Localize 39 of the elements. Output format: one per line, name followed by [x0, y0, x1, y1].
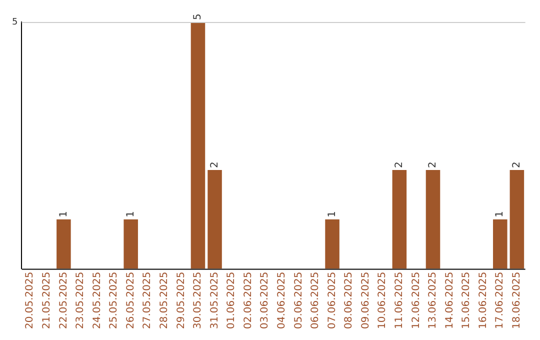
x-tick-label: 07.06.2025 — [326, 272, 338, 330]
x-tick-label: 03.06.2025 — [260, 272, 271, 330]
x-tick-label: 18.06.2025 — [512, 272, 523, 330]
x-tick-label: 23.05.2025 — [75, 272, 86, 330]
data-label: 5 — [192, 14, 204, 20]
data-label: 2 — [428, 162, 439, 168]
x-tick-label: 29.05.2025 — [176, 272, 187, 330]
x-tick-label: 02.06.2025 — [242, 272, 254, 330]
x-tick-label: 04.06.2025 — [276, 272, 288, 330]
x-tick-label: 06.06.2025 — [310, 272, 322, 330]
x-tick-label: 05.06.2025 — [293, 272, 304, 330]
x-tick-label: 25.05.2025 — [108, 272, 120, 330]
x-tick-label: 10.06.2025 — [377, 272, 388, 330]
x-tick-label: 08.06.2025 — [344, 272, 355, 330]
x-tick-label: 16.06.2025 — [478, 272, 489, 330]
x-tick-label: 01.06.2025 — [226, 272, 238, 330]
x-tick-label: 15.06.2025 — [461, 272, 472, 330]
x-tick-label: 20.05.2025 — [24, 272, 36, 330]
x-tick-label: 12.06.2025 — [410, 272, 422, 330]
x-tick-label: 28.05.2025 — [159, 272, 170, 330]
x-tick-label: 27.05.2025 — [142, 272, 154, 330]
x-tick-label: 09.06.2025 — [360, 272, 372, 330]
x-tick-label: 26.05.2025 — [125, 272, 136, 330]
x-tick-label: 22.05.2025 — [58, 272, 70, 330]
x-tick-label: 13.06.2025 — [428, 272, 439, 330]
x-tick-label: 21.05.2025 — [42, 272, 52, 330]
data-label: 1 — [326, 211, 338, 218]
x-tick-label: 11.06.2025 — [394, 272, 406, 330]
x-tick-label: 31.05.2025 — [209, 272, 220, 330]
x-tick-label: 30.05.2025 — [192, 272, 204, 330]
x-tick-label: 14.06.2025 — [444, 272, 456, 330]
data-label: 2 — [209, 162, 220, 168]
data-label: 2 — [512, 162, 523, 168]
data-label: 1 — [494, 211, 506, 218]
data-label: 2 — [394, 162, 406, 168]
data-label: 1 — [125, 211, 136, 218]
x-tick-label: 24.05.2025 — [92, 272, 103, 330]
x-tick-label: 17.06.2025 — [494, 272, 506, 330]
data-label: 1 — [58, 211, 70, 218]
